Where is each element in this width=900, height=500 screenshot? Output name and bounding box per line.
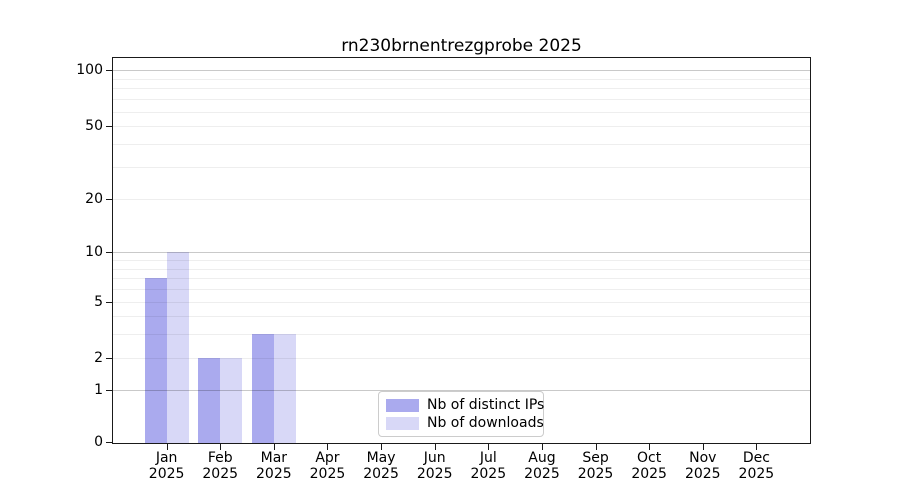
legend: Nb of distinct IPs Nb of downloads [378,391,544,437]
x-tick-label: Aug 2025 [507,450,577,482]
y-tick [106,357,112,359]
x-tick-year: 2025 [363,466,399,482]
y-gridline-minor [113,301,810,303]
x-tick [327,444,329,450]
x-tick [220,444,222,450]
x-tick-month: Nov [689,450,717,466]
x-tick [488,444,490,450]
y-gridline-minor [113,357,810,359]
x-tick [381,444,383,450]
x-tick-label: Dec 2025 [721,450,791,482]
x-tick-label: Jan 2025 [132,450,202,482]
y-tick-label: 10 [85,244,103,261]
y-tick-label: 5 [94,293,103,310]
y-gridline-minor [113,278,810,280]
x-tick-month: May [366,450,396,466]
x-tick-year: 2025 [577,466,614,482]
x-tick-label: Nov 2025 [668,450,738,482]
y-tick [106,252,112,254]
legend-label-downloads: Nb of downloads [427,415,544,431]
chart-title: rn230brnentrezgprobe 2025 [341,36,582,56]
y-gridline-minor [113,316,810,318]
y-gridline-minor [113,289,810,291]
y-tick [106,126,112,128]
y-gridline-minor [113,126,810,128]
x-tick [166,444,168,450]
x-tick-label: Jun 2025 [400,450,470,482]
x-tick-label: May 2025 [346,450,416,482]
bar-downloads [273,334,296,443]
x-tick-label: Oct 2025 [614,450,684,482]
y-tick-label: 50 [85,118,103,135]
x-tick-year: 2025 [684,466,721,482]
x-tick-label: Sep 2025 [561,450,631,482]
x-tick [702,444,704,450]
y-gridline-minor [113,199,810,201]
y-tick-label: 20 [85,191,103,208]
y-gridline-major [113,70,810,71]
bar-distinct-ips [198,357,221,443]
x-tick [595,444,597,450]
y-tick [106,199,112,201]
bar-distinct-ips [251,334,274,443]
y-gridline-minor [113,260,810,262]
x-tick-month: Mar [260,450,288,466]
x-tick-month: Apr [315,450,340,466]
y-tick-label: 100 [76,62,103,78]
bar-distinct-ips [144,278,167,443]
y-gridline-minor [113,334,810,336]
x-tick-year: 2025 [631,466,667,482]
x-tick-year: 2025 [738,466,775,482]
x-tick [541,444,543,450]
y-tick [106,389,112,391]
y-gridline-minor [113,144,810,146]
legend-swatch-downloads [386,416,419,430]
x-tick-month: Oct [637,450,662,466]
x-tick [273,444,275,450]
x-tick-month: Jul [479,450,497,466]
y-tick-label: 0 [94,434,103,450]
x-tick-month: Jan [155,450,178,466]
x-tick-month: Sep [582,450,609,466]
y-gridline-minor [113,78,810,80]
x-tick-year: 2025 [524,466,560,482]
x-tick-year: 2025 [416,466,453,482]
x-tick-year: 2025 [256,466,292,482]
x-tick-month: Feb [207,450,233,466]
y-gridline-minor [113,111,810,113]
y-gridline-major [113,252,810,254]
bar-downloads [166,252,189,443]
x-tick-year: 2025 [148,466,185,482]
x-tick-label: Mar 2025 [239,450,309,482]
y-tick-label: 1 [94,381,103,398]
x-tick-month: Aug [528,450,556,466]
x-tick [434,444,436,450]
x-tick-year: 2025 [202,466,239,482]
x-tick-year: 2025 [309,466,346,482]
plot-area [112,57,811,444]
x-tick [756,444,758,450]
y-gridline-major [113,389,810,391]
y-gridline-minor [113,167,810,169]
x-tick-month: Jun [423,450,446,466]
y-gridline-minor [113,88,810,90]
y-gridline-minor [113,99,810,101]
y-tick [106,301,112,303]
legend-swatch-distinct-ips [386,398,419,412]
legend-item-downloads: Nb of downloads [386,415,544,431]
x-tick [649,444,651,450]
bar-downloads [220,357,243,443]
y-tick [106,70,112,71]
x-tick-label: Jul 2025 [453,450,523,482]
x-tick-year: 2025 [470,466,507,482]
legend-item-distinct-ips: Nb of distinct IPs [386,397,544,413]
y-tick [106,442,112,443]
y-tick-label: 2 [94,349,103,366]
y-gridline-minor [113,268,810,270]
x-tick-label: Apr 2025 [292,450,362,482]
x-tick-month: Dec [742,450,770,466]
x-tick-label: Feb 2025 [185,450,255,482]
legend-label-distinct-ips: Nb of distinct IPs [427,397,545,413]
